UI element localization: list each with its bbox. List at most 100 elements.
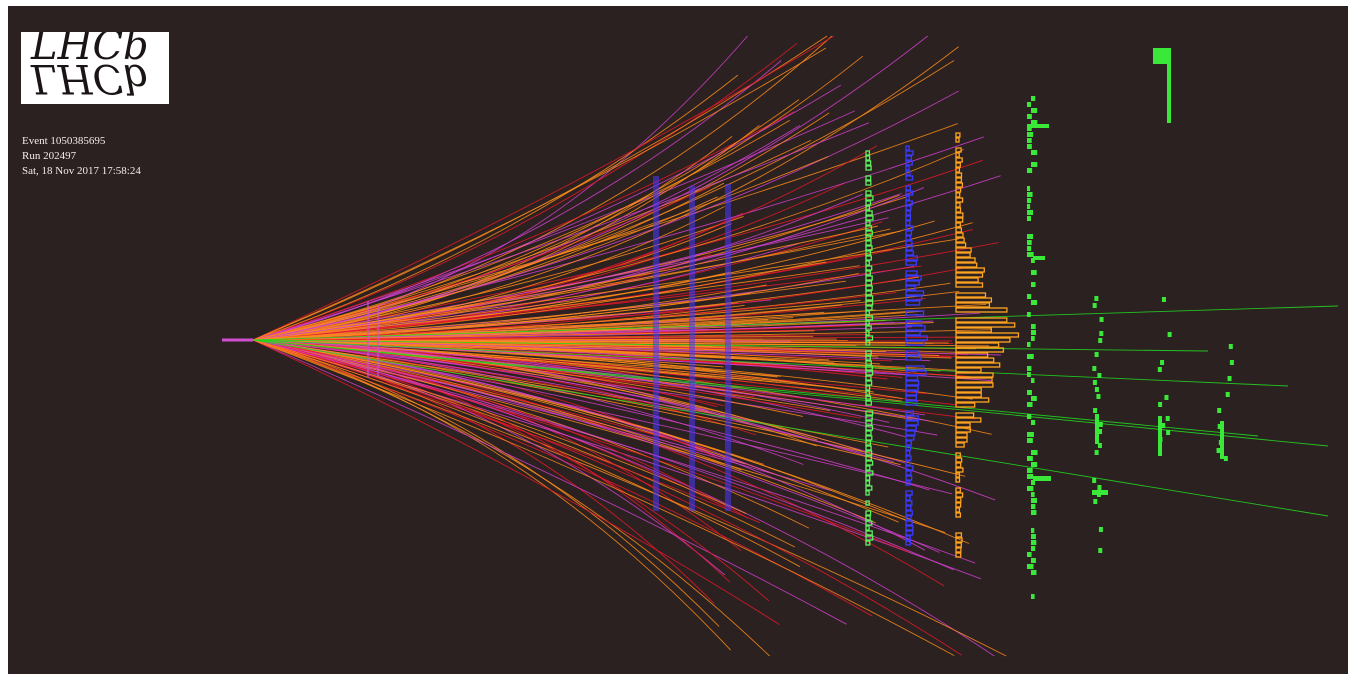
hcal-energy-cell xyxy=(955,167,961,173)
hcal-energy-cell xyxy=(955,302,991,308)
ecal-cell xyxy=(865,290,872,296)
particle-track xyxy=(252,42,798,341)
particle-track xyxy=(252,280,846,341)
ecal-cell xyxy=(865,465,871,471)
hcal-cell xyxy=(905,390,918,396)
hcal-energy-cell xyxy=(955,457,963,463)
hcal-cell xyxy=(905,190,914,196)
muon-hit xyxy=(1094,352,1099,357)
ecal-cell xyxy=(865,300,874,306)
particle-track xyxy=(252,272,859,341)
hcal-energy-cell xyxy=(955,157,963,163)
hcal-cell xyxy=(905,415,919,421)
hcal-cell xyxy=(905,325,926,331)
particle-track xyxy=(252,35,928,341)
muon-hit xyxy=(1031,162,1038,167)
hcal-energy-cell xyxy=(955,212,964,218)
ecal-cell xyxy=(865,525,870,531)
particle-track xyxy=(252,35,835,341)
event-display-canvas xyxy=(222,35,1339,657)
muon-hit xyxy=(1027,342,1031,347)
hcal-cell xyxy=(905,435,915,441)
muon-hit xyxy=(1031,510,1037,515)
hcal-cell xyxy=(905,210,911,216)
particle-track xyxy=(252,156,829,341)
muon-hit xyxy=(1031,378,1035,383)
muon-hit xyxy=(1092,490,1108,495)
hcal-cell xyxy=(905,350,919,356)
ecal-cell xyxy=(865,320,870,326)
muon-hit xyxy=(1227,376,1232,381)
hcal-cell xyxy=(905,295,923,301)
ecal-cell xyxy=(865,540,871,546)
muon-track xyxy=(252,339,1289,387)
hcal-energy-cell xyxy=(955,162,961,168)
hcal-energy-cell xyxy=(955,252,971,258)
hcal-cell xyxy=(905,465,914,471)
hcal-cell xyxy=(905,200,913,206)
ecal-cell xyxy=(865,155,871,161)
particle-track xyxy=(252,339,940,553)
hcal-cell xyxy=(905,235,912,241)
hcal-cell xyxy=(905,475,913,481)
hcal-energy-cell xyxy=(955,257,976,263)
particle-track xyxy=(252,111,795,341)
muon-hit xyxy=(1027,144,1032,149)
hcal-energy-cell xyxy=(955,242,967,248)
ecal-cell xyxy=(865,450,873,456)
particle-track xyxy=(252,339,962,656)
run-number: Run 202497 xyxy=(22,150,77,162)
hcal-energy-cell xyxy=(955,357,995,363)
muon-hit xyxy=(1027,114,1032,119)
hcal-cell xyxy=(905,395,917,401)
muon-hit xyxy=(1031,270,1037,275)
ecal-cell xyxy=(865,305,873,311)
hcal-cell xyxy=(905,270,918,276)
hcal-cell xyxy=(905,380,920,386)
hcal-cell xyxy=(905,330,921,336)
hcal-cell xyxy=(905,160,913,166)
ecal-cell xyxy=(865,360,872,366)
ecal-cell xyxy=(865,275,873,281)
hcal-cell xyxy=(905,205,912,211)
ecal-cell xyxy=(865,390,871,396)
muon-hit xyxy=(1161,297,1166,302)
muon-hit xyxy=(1092,366,1097,371)
muon-hit xyxy=(1228,344,1233,349)
particle-track xyxy=(252,339,955,656)
muon-hit xyxy=(1031,540,1037,545)
particle-track xyxy=(252,339,831,491)
muon-hit xyxy=(1098,548,1103,553)
hcal-cell xyxy=(905,510,913,516)
muon-hit xyxy=(1031,462,1038,467)
hcal-energy-cell xyxy=(955,372,994,378)
hcal-energy-cell xyxy=(955,187,962,193)
particle-track xyxy=(252,339,747,515)
muon-hit xyxy=(1027,216,1032,221)
hcal-cell xyxy=(905,460,911,466)
ecal-cell xyxy=(865,150,871,156)
particle-track xyxy=(252,339,954,571)
ecal-cell xyxy=(865,230,873,236)
hcal-energy-cell xyxy=(955,232,964,238)
ecal-cell xyxy=(865,330,870,336)
particle-track xyxy=(252,122,870,341)
hcal-cell xyxy=(905,290,925,296)
muon-hit xyxy=(1031,570,1037,575)
hcal-cell xyxy=(905,220,911,226)
muon-hit xyxy=(1027,312,1031,317)
calorimeter-deposits xyxy=(865,132,1020,558)
particle-track xyxy=(252,238,960,341)
muon-hit xyxy=(1031,120,1038,125)
hcal-cell xyxy=(905,225,914,231)
hcal-energy-cell xyxy=(955,422,971,428)
ecal-cell xyxy=(865,255,872,261)
particle-track xyxy=(252,60,782,341)
hcal-energy-cell xyxy=(955,272,984,278)
particle-track xyxy=(252,284,767,341)
ecal-cell xyxy=(865,460,874,466)
muon-hit xyxy=(1153,48,1171,64)
ecal-cell xyxy=(865,515,871,521)
hcal-energy-cell xyxy=(955,152,960,158)
hcal-cell xyxy=(905,535,911,541)
